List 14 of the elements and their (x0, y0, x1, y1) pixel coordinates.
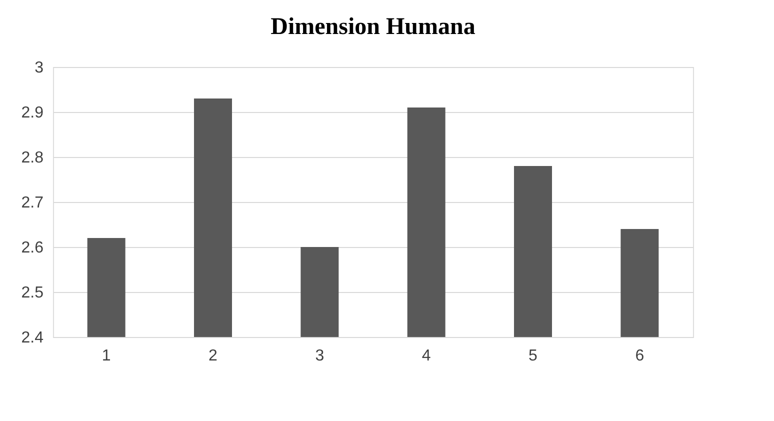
y-tick-label: 2.8 (21, 150, 44, 166)
y-tick-label: 2.5 (21, 284, 44, 302)
x-tick-label: 4 (422, 348, 431, 364)
x-tick-label: 5 (528, 348, 538, 364)
y-tick-label: 2.6 (21, 240, 44, 256)
y-tick-label: 2.7 (21, 194, 44, 212)
x-tick-label: 6 (635, 348, 644, 364)
chart-title: Dimension Humana (270, 14, 476, 40)
x-tick-label: 3 (315, 348, 324, 364)
y-tick-label: 3 (34, 60, 44, 76)
y-tick-label: 2.9 (21, 104, 44, 122)
x-tick-label: 1 (102, 348, 111, 364)
y-tick-label: 2.4 (21, 330, 44, 346)
x-tick-label: 2 (208, 348, 218, 364)
